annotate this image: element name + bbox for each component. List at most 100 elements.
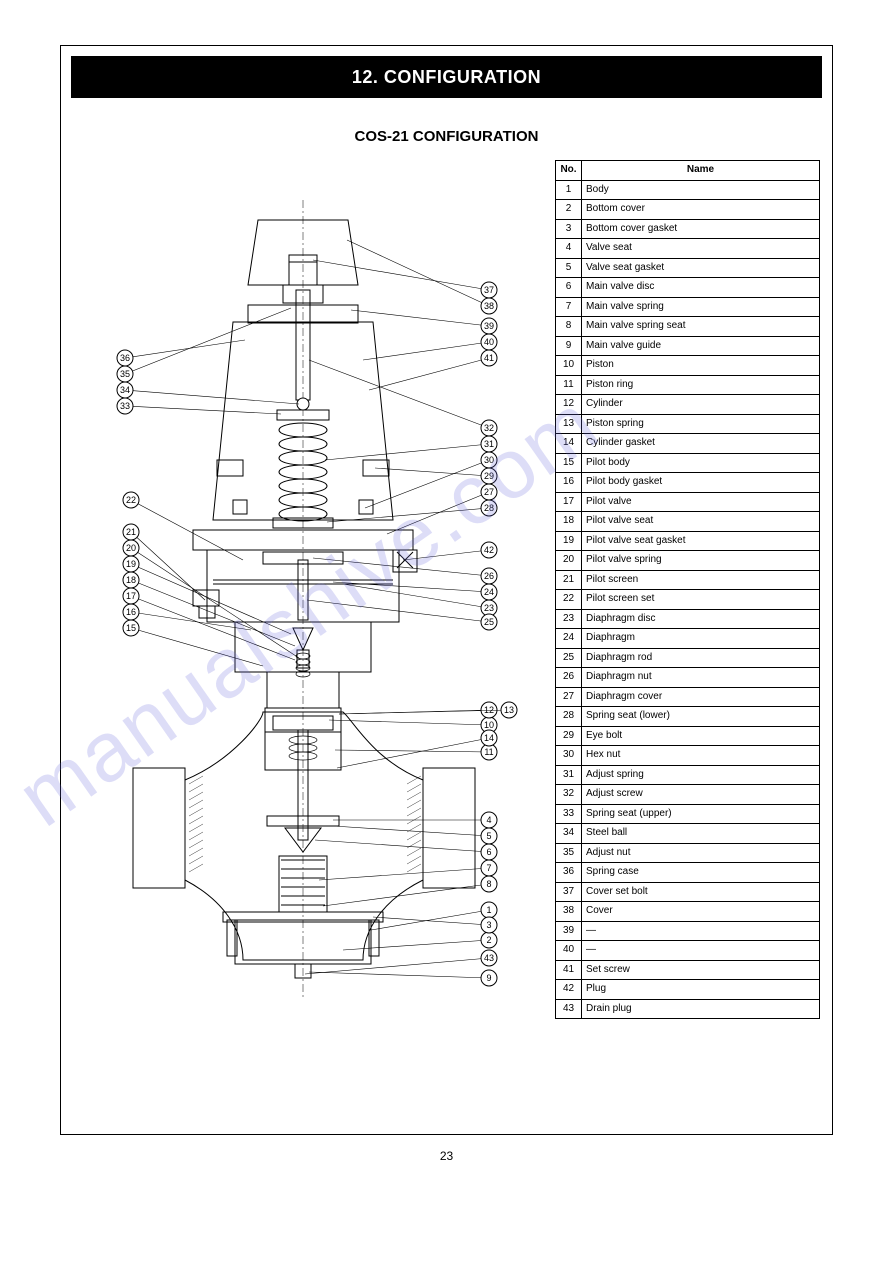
callout-bubble: 33 (120, 401, 130, 411)
part-number: 39 (556, 921, 582, 941)
part-name: Body (582, 180, 820, 200)
table-row: 12Cylinder (556, 395, 820, 415)
table-row: 32Adjust screw (556, 785, 820, 805)
part-number: 5 (556, 258, 582, 278)
page-title-bar: 12. CONFIGURATION (71, 56, 822, 98)
table-row: 38Cover (556, 902, 820, 922)
part-number: 41 (556, 960, 582, 980)
part-number: 10 (556, 356, 582, 376)
callout-bubble: 9 (486, 973, 491, 983)
part-number: 4 (556, 239, 582, 259)
part-name: Cover set bolt (582, 882, 820, 902)
table-row: 41Set screw (556, 960, 820, 980)
part-number: 2 (556, 200, 582, 220)
table-row: 24Diaphragm (556, 629, 820, 649)
table-row: 35Adjust nut (556, 843, 820, 863)
part-name: — (582, 921, 820, 941)
callout-bubble: 35 (120, 369, 130, 379)
part-name: Pilot valve seat (582, 512, 820, 532)
callout-bubble: 15 (126, 623, 136, 633)
part-name: Main valve disc (582, 278, 820, 298)
table-row: 15Pilot body (556, 453, 820, 473)
part-number: 3 (556, 219, 582, 239)
table-row: 7Main valve spring (556, 297, 820, 317)
callout-bubble: 23 (484, 603, 494, 613)
callout-bubble: 26 (484, 571, 494, 581)
part-number: 22 (556, 590, 582, 610)
part-name: Pilot body (582, 453, 820, 473)
callout-bubble: 4 (486, 815, 491, 825)
part-name: Piston ring (582, 375, 820, 395)
part-number: 38 (556, 902, 582, 922)
part-number: 7 (556, 297, 582, 317)
part-name: Diaphragm (582, 629, 820, 649)
table-row: 18Pilot valve seat (556, 512, 820, 532)
parts-table: No. Name 1Body2Bottom cover3Bottom cover… (555, 160, 820, 1019)
callout-bubble: 36 (120, 353, 130, 363)
part-number: 42 (556, 980, 582, 1000)
part-name: Set screw (582, 960, 820, 980)
page-subtitle: COS-21 CONFIGURATION (71, 128, 822, 145)
part-name: Drain plug (582, 999, 820, 1019)
part-number: 30 (556, 746, 582, 766)
callout-bubble: 10 (484, 720, 494, 730)
callout-bubble: 41 (484, 353, 494, 363)
part-number: 35 (556, 843, 582, 863)
part-name: Main valve spring seat (582, 317, 820, 337)
part-name: Steel ball (582, 824, 820, 844)
part-name: Main valve guide (582, 336, 820, 356)
table-row: 6Main valve disc (556, 278, 820, 298)
callout-bubble: 14 (484, 733, 494, 743)
part-name: Adjust screw (582, 785, 820, 805)
callout-bubble: 22 (126, 495, 136, 505)
table-row: 5Valve seat gasket (556, 258, 820, 278)
callout-bubble: 21 (126, 527, 136, 537)
part-name: Piston (582, 356, 820, 376)
part-number: 28 (556, 707, 582, 727)
callout-bubble: 16 (126, 607, 136, 617)
callout-bubble: 6 (486, 847, 491, 857)
part-name: Adjust spring (582, 765, 820, 785)
part-number: 23 (556, 609, 582, 629)
table-row: 13Piston spring (556, 414, 820, 434)
callout-bubble: 20 (126, 543, 136, 553)
table-row: 21Pilot screen (556, 570, 820, 590)
part-name: Pilot body gasket (582, 473, 820, 493)
exploded-diagram: 1234567891011121314151617181920212223242… (73, 160, 543, 1060)
part-name: Diaphragm disc (582, 609, 820, 629)
part-name: Cylinder (582, 395, 820, 415)
callout-bubble: 29 (484, 471, 494, 481)
callout-bubble: 17 (126, 591, 136, 601)
part-number: 15 (556, 453, 582, 473)
table-row: 37Cover set bolt (556, 882, 820, 902)
part-name: Piston spring (582, 414, 820, 434)
table-row: 8Main valve spring seat (556, 317, 820, 337)
col-no: No. (556, 161, 582, 181)
part-number: 19 (556, 531, 582, 551)
callout-bubble: 38 (484, 301, 494, 311)
table-row: 33Spring seat (upper) (556, 804, 820, 824)
table-row: 2Bottom cover (556, 200, 820, 220)
table-row: 39— (556, 921, 820, 941)
callout-bubble: 32 (484, 423, 494, 433)
callout-bubble: 34 (120, 385, 130, 395)
page-number: 23 (60, 1149, 833, 1163)
table-row: 28Spring seat (lower) (556, 707, 820, 727)
table-row: 9Main valve guide (556, 336, 820, 356)
table-row: 10Piston (556, 356, 820, 376)
part-name: Cylinder gasket (582, 434, 820, 454)
part-number: 6 (556, 278, 582, 298)
part-name: Diaphragm cover (582, 687, 820, 707)
table-row: 23Diaphragm disc (556, 609, 820, 629)
part-name: Bottom cover gasket (582, 219, 820, 239)
callout-bubble: 7 (486, 863, 491, 873)
table-row: 31Adjust spring (556, 765, 820, 785)
col-name: Name (582, 161, 820, 181)
callout-bubble: 3 (486, 920, 491, 930)
table-row: 34Steel ball (556, 824, 820, 844)
table-row: 30Hex nut (556, 746, 820, 766)
part-number: 16 (556, 473, 582, 493)
part-number: 25 (556, 648, 582, 668)
table-row: 14Cylinder gasket (556, 434, 820, 454)
part-number: 27 (556, 687, 582, 707)
